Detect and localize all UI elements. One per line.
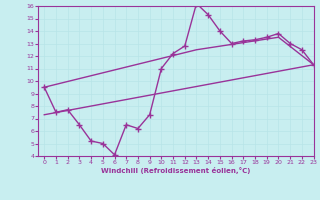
X-axis label: Windchill (Refroidissement éolien,°C): Windchill (Refroidissement éolien,°C) [101, 167, 251, 174]
